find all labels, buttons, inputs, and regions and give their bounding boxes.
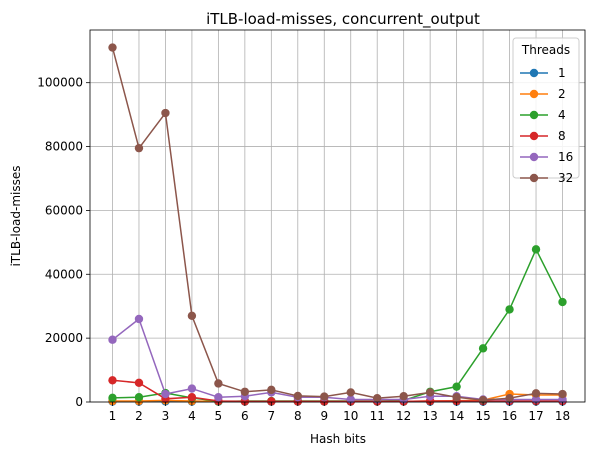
x-tick-label: 13 (423, 409, 438, 423)
x-tick-label: 2 (135, 409, 143, 423)
y-tick-label: 60000 (45, 203, 83, 217)
data-point (187, 384, 197, 393)
data-point (531, 395, 541, 404)
y-axis-label: iTLB-load-misses (9, 165, 23, 266)
data-point (452, 393, 461, 402)
x-tick-label: 9 (320, 409, 328, 423)
data-point (187, 393, 197, 402)
x-tick-label: 11 (370, 409, 385, 423)
x-tick-label: 5 (215, 409, 223, 423)
legend-label: 32 (558, 171, 573, 185)
data-point (558, 389, 567, 399)
x-tick-label: 10 (343, 409, 358, 423)
y-tick-label: 80000 (45, 140, 83, 154)
legend-item: 8 (520, 129, 566, 143)
x-tick-label: 7 (268, 409, 276, 423)
y-tick-label: 40000 (45, 267, 83, 281)
data-point (399, 392, 408, 401)
legend-marker (529, 89, 539, 99)
legend-label: 2 (558, 87, 566, 101)
data-point (134, 393, 144, 402)
plot-frame (89, 29, 586, 403)
data-point (161, 108, 170, 118)
data-point (373, 393, 382, 403)
series-line (112, 379, 563, 403)
data-point (531, 245, 541, 254)
x-axis-ticks: 1 2 3 4 5 6 7 8 9 10 11 12 13 14 15 16 17 18 (109, 402, 570, 423)
legend-marker (529, 173, 539, 183)
data-point (134, 314, 144, 324)
data-point (293, 391, 302, 401)
y-tick-label: 100000 (37, 76, 83, 90)
data-point (108, 393, 117, 403)
legend-item: 4 (520, 108, 566, 122)
x-tick-label: 6 (241, 409, 249, 423)
legend-marker (529, 110, 539, 120)
series-16-threads (108, 314, 567, 404)
series-layer (108, 43, 567, 406)
data-point (214, 379, 223, 388)
series-line (111, 47, 563, 401)
y-axis-ticks: 0 20000 40000 60000 80000 100000 (37, 76, 90, 409)
x-tick-label: 18 (555, 409, 570, 423)
grid-lines (90, 30, 585, 403)
x-tick-label: 8 (294, 409, 302, 423)
legend-item: 1 (520, 66, 566, 80)
series-4-threads (108, 245, 567, 406)
data-point (267, 397, 276, 406)
x-axis-label: Hash bits (310, 432, 366, 446)
x-tick-label: 17 (528, 409, 543, 423)
data-point (108, 335, 117, 344)
x-tick-label: 15 (475, 409, 490, 423)
data-point (134, 143, 144, 153)
legend-label: 16 (558, 150, 573, 164)
data-point (214, 393, 223, 402)
data-point (161, 389, 170, 399)
data-point (505, 393, 514, 403)
legend-marker (529, 68, 539, 78)
y-tick-label: 20000 (45, 331, 83, 345)
data-point (452, 382, 461, 391)
legend-item: 32 (520, 171, 573, 185)
x-tick-label: 4 (188, 409, 196, 423)
data-point (240, 387, 250, 396)
chart-title: iTLB-load-misses, concurrent_output (206, 10, 480, 29)
legend-label: 8 (558, 129, 566, 143)
data-point (108, 376, 117, 385)
legend-label: 4 (558, 108, 566, 122)
legend-label: 1 (558, 66, 566, 80)
x-tick-label: 3 (162, 409, 170, 423)
legend: Threads 1 2 4 8 16 32 (512, 37, 580, 185)
legend-marker (529, 152, 539, 162)
legend-title: Threads (521, 43, 570, 57)
data-point (346, 395, 355, 404)
x-tick-label: 12 (396, 409, 411, 423)
data-point (320, 392, 329, 401)
y-tick-label: 0 (75, 395, 83, 409)
data-point (187, 311, 197, 320)
data-point (108, 43, 117, 52)
data-point (505, 305, 514, 314)
data-point (478, 344, 488, 353)
legend-item: 16 (520, 150, 573, 164)
data-point (531, 389, 541, 398)
series-32-threads (108, 43, 567, 405)
legend-marker (529, 131, 539, 141)
x-tick-label: 1 (109, 409, 117, 423)
x-tick-label: 16 (502, 409, 517, 423)
data-point (134, 378, 144, 388)
data-point (267, 385, 276, 395)
data-point (425, 388, 435, 397)
data-point (346, 388, 355, 397)
series-line (112, 247, 564, 403)
x-tick-label: 14 (449, 409, 464, 423)
legend-item: 2 (520, 87, 566, 101)
data-point (558, 297, 567, 307)
